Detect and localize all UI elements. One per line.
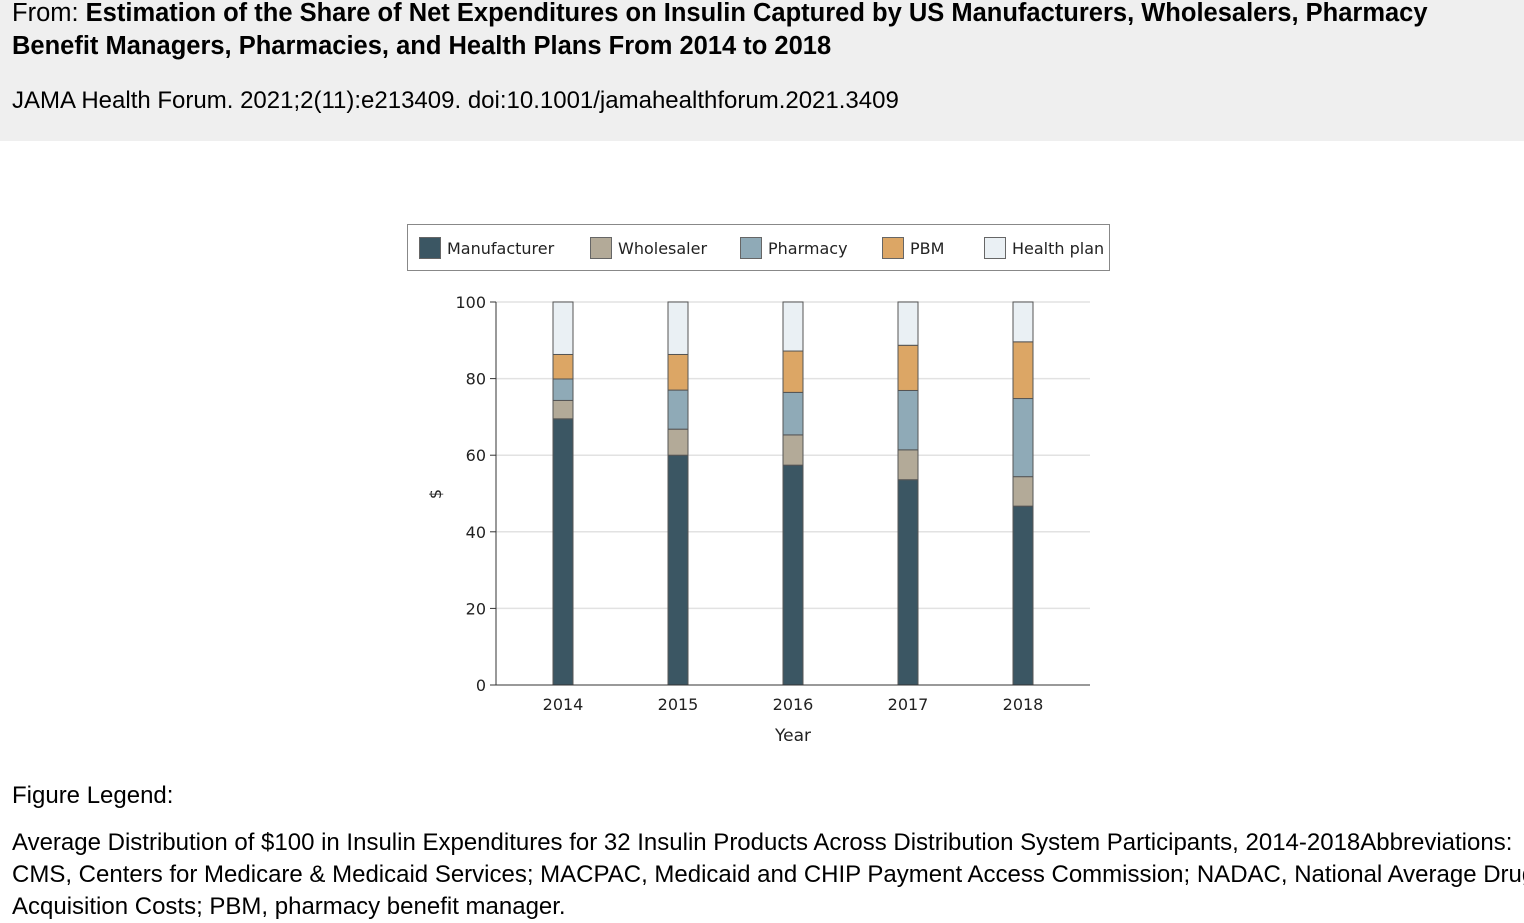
stacked-bar-chart: Manufacturer Wholesaler Pharmacy PBM Health … <box>407 224 1110 746</box>
bar-2018-wholesaler <box>1012 476 1034 507</box>
y-axis-label: $ <box>426 489 445 499</box>
figure-legend-text: Average Distribution of $100 in Insulin … <box>12 829 1524 920</box>
x-tick-label: 2015 <box>658 695 699 714</box>
x-tick-label: 2018 <box>1003 695 1044 714</box>
legend-swatch-manufacturer <box>419 237 441 259</box>
title-text: Estimation of the Share of Net Expenditu… <box>12 0 1428 60</box>
header: From: Estimation of the Share of Net Exp… <box>0 0 1524 141</box>
figure-title: From: Estimation of the Share of Net Exp… <box>12 0 1472 63</box>
bar-2014-wholesaler <box>552 399 574 420</box>
legend-swatch-health-plan <box>984 237 1006 259</box>
y-tick-label: 80 <box>466 370 486 389</box>
x-tick-label: 2016 <box>773 695 814 714</box>
y-tick-label: 40 <box>466 523 486 542</box>
bar-2015-manufacturer <box>667 454 689 686</box>
bar-2017-wholesaler <box>897 449 919 481</box>
bar-2016-health-plan <box>782 301 804 352</box>
bar-2018-manufacturer <box>1012 505 1034 686</box>
y-tick-label: 0 <box>476 676 486 695</box>
citation[interactable]: JAMA Health Forum. 2021;2(11):e213409. d… <box>12 87 899 114</box>
bar-2017-manufacturer <box>897 479 919 686</box>
bar-2017-health-plan <box>897 301 919 346</box>
bar-2015-health-plan <box>667 301 689 355</box>
legend-swatch-pbm <box>882 237 904 259</box>
bar-2015-pbm <box>667 353 689 391</box>
bar-2014-health-plan <box>552 301 574 355</box>
bar-2015-pharmacy <box>667 389 689 430</box>
figure-legend-heading: Figure Legend: <box>12 782 174 809</box>
bar-2016-pharmacy <box>782 391 804 436</box>
legend-swatch-wholesaler <box>590 237 612 259</box>
bar-2016-wholesaler <box>782 434 804 466</box>
bar-2016-pbm <box>782 350 804 393</box>
legend-label: PBM <box>910 239 944 258</box>
legend-swatch-pharmacy <box>740 237 762 259</box>
legend-label: Health plan <box>1012 239 1104 258</box>
bar-2018-pbm <box>1012 341 1034 400</box>
x-axis-label: Year <box>774 726 811 746</box>
bar-2014-pbm <box>552 353 574 380</box>
legend-label: Pharmacy <box>768 239 848 258</box>
y-tick-label: 20 <box>466 599 486 618</box>
legend-label: Wholesaler <box>618 239 707 258</box>
bar-2016-manufacturer <box>782 464 804 686</box>
bar-2014-manufacturer <box>552 418 574 686</box>
x-tick-label: 2017 <box>888 695 929 714</box>
bar-2014-pharmacy <box>552 378 574 401</box>
x-tick-label: 2014 <box>543 695 584 714</box>
y-tick-label: 100 <box>455 293 486 312</box>
bar-2018-health-plan <box>1012 301 1034 343</box>
y-tick-label: 60 <box>466 446 486 465</box>
legend-label: Manufacturer <box>447 239 555 258</box>
from-label: From: <box>12 0 79 27</box>
bar-2017-pharmacy <box>897 389 919 451</box>
bar-2015-wholesaler <box>667 428 689 456</box>
bar-2018-pharmacy <box>1012 398 1034 478</box>
bar-2017-pbm <box>897 344 919 391</box>
